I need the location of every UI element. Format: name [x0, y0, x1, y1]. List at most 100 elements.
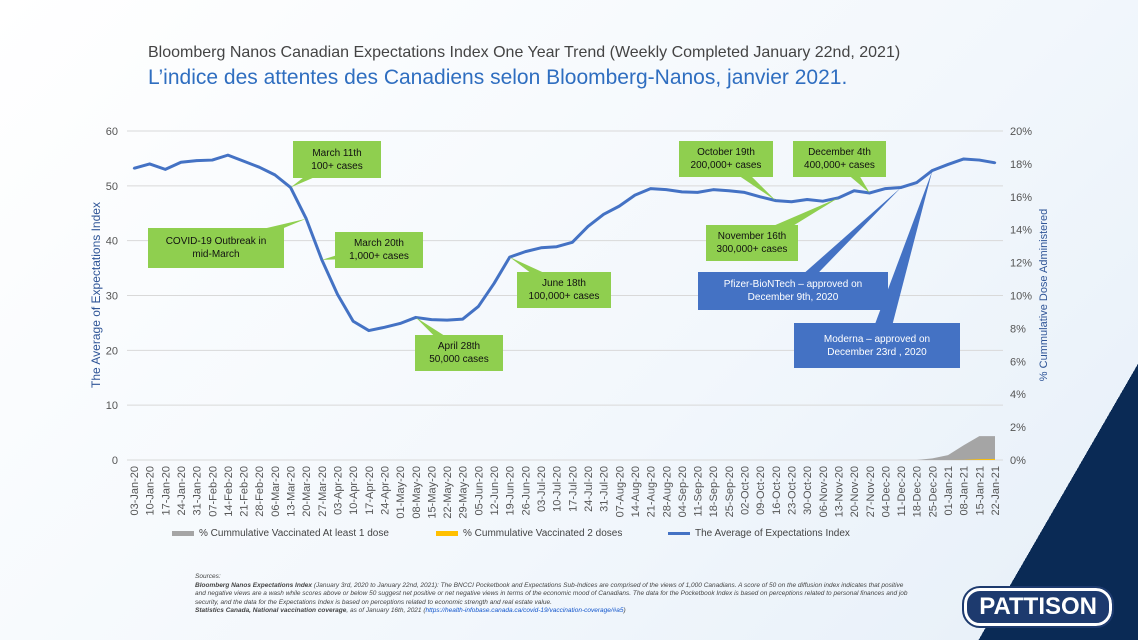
data-point	[508, 255, 511, 259]
annotation-line: 50,000 cases	[429, 354, 489, 365]
area-dose1	[134, 436, 995, 460]
x-tick-label: 10-Jan-20	[145, 466, 157, 516]
data-point	[148, 162, 151, 166]
annotation-line: 100,000+ cases	[528, 291, 600, 302]
data-point	[758, 195, 762, 198]
legend-label: % Cummulative Vaccinated At least 1 dose	[199, 528, 389, 539]
x-tick-label: 25-Dec-20	[927, 466, 939, 517]
data-point	[978, 158, 981, 162]
x-tick-label: 12-Jun-20	[489, 466, 501, 516]
x-tick-label: 24-Jan-20	[176, 466, 188, 516]
data-point	[367, 329, 371, 332]
data-point	[164, 168, 167, 171]
annotation-callout: June 18th 100,000+ cases	[517, 272, 611, 308]
callout-pointer	[867, 170, 933, 346]
data-point	[665, 188, 668, 191]
y-tick-label: 10	[106, 400, 118, 412]
annotation-text: December 4th 400,000+ cases	[804, 146, 875, 172]
x-tick-label: 19-Jun-20	[505, 466, 517, 516]
source-link[interactable]: https://health-infobase.canada.ca/covid-…	[425, 607, 624, 614]
source-2-title: Statistics Canada, National vaccination …	[195, 607, 347, 614]
annotation-callout: March 20th 1,000+ cases	[335, 232, 423, 268]
y-tick-label: 30	[106, 291, 118, 303]
data-point	[852, 189, 856, 192]
data-point	[946, 163, 950, 166]
data-point	[993, 161, 997, 165]
y-tick-label: 20	[106, 345, 118, 357]
legend-item-index: The Average of Expectations Index	[668, 528, 850, 539]
data-point	[821, 199, 824, 203]
data-point	[680, 190, 684, 194]
data-point	[211, 158, 214, 162]
x-tick-label: 10-Jul-20	[552, 466, 564, 512]
data-point	[524, 250, 527, 253]
callout-pointer	[509, 257, 564, 298]
x-tick-label: 06-Nov-20	[818, 466, 830, 517]
x-tick-label: 13-Nov-20	[833, 466, 845, 517]
annotation-text: November 16th 300,000+ cases	[717, 230, 788, 256]
y2-tick-label: 4%	[1010, 389, 1026, 401]
annotation-line: March 11th	[312, 147, 362, 159]
data-point	[586, 225, 590, 228]
x-tick-label: 24-Apr-20	[379, 466, 391, 515]
data-point	[132, 167, 136, 170]
data-point	[790, 200, 793, 203]
annotation-line: October 19th	[697, 147, 755, 158]
x-tick-label: 01-Jan-21	[943, 466, 955, 516]
annotation-line: December 4th	[808, 147, 871, 158]
annotation-line: 1,000+ cases	[349, 251, 409, 262]
y2-tick-label: 16%	[1010, 192, 1032, 204]
data-point	[461, 317, 464, 321]
x-tick-label: 31-Jul-20	[599, 466, 611, 512]
x-tick-label: 03-Apr-20	[333, 466, 345, 515]
annotation-text: Pfizer-BioNTech – approved on December 9t…	[724, 278, 862, 304]
data-point	[492, 282, 496, 285]
x-tick-label: 16-Oct-20	[771, 466, 783, 515]
data-point	[195, 159, 198, 162]
callout-pointer	[290, 151, 337, 188]
data-point	[962, 157, 965, 161]
annotation-callout: March 11th 100+ cases	[293, 141, 381, 178]
callout-pointer	[726, 151, 776, 201]
x-tick-label: 08-May-20	[411, 466, 423, 519]
data-point	[258, 165, 261, 169]
annotation-line: 100+ cases	[311, 160, 363, 172]
data-point	[289, 186, 292, 189]
x-tick-label: 23-Oct-20	[786, 466, 798, 515]
annotation-line: mid-March	[192, 249, 240, 260]
annotation-line: December 9th, 2020	[747, 292, 839, 303]
x-tick-label: 11-Dec-20	[896, 466, 908, 517]
annotation-line: June 18th	[542, 278, 586, 289]
annotation-line: April 28th	[437, 341, 481, 352]
data-point	[430, 318, 433, 321]
chart-subtitle: L’indice des attentes des Canadiens selo…	[148, 66, 848, 89]
y2-tick-label: 8%	[1010, 323, 1026, 335]
x-tick-label: 28-Aug-20	[661, 466, 673, 517]
x-tick-label: 01-May-20	[395, 466, 407, 519]
x-tick-label: 05-Jun-20	[473, 466, 485, 516]
x-tick-label: 14-Feb-20	[223, 466, 235, 517]
annotation-callout: Moderna – approved on December 23rd , 202…	[794, 323, 960, 368]
x-tick-label: 29-May-20	[458, 466, 470, 519]
sources-heading: Sources:	[195, 573, 221, 580]
data-point	[477, 305, 480, 308]
annotation-text: April 28th 50,000 cases	[429, 340, 489, 366]
chart-title: Bloomberg Nanos Canadian Expectations In…	[148, 44, 901, 61]
y2-tick-label: 12%	[1010, 258, 1032, 270]
x-tick-label: 21-Feb-20	[239, 466, 251, 517]
x-tick-label: 27-Nov-20	[865, 466, 877, 517]
x-tick-label: 04-Dec-20	[880, 466, 892, 517]
x-tick-label: 02-Oct-20	[740, 466, 752, 515]
data-point	[351, 320, 355, 323]
data-point	[226, 153, 230, 157]
source-1-title: Bloomberg Nanos Expectations Index	[195, 581, 313, 589]
annotation-callout: October 19th 200,000+ cases	[679, 141, 773, 177]
x-tick-label: 15-May-20	[426, 466, 438, 519]
x-tick-label: 03-Jul-20	[536, 466, 548, 512]
legend-swatch	[668, 532, 690, 535]
y2-tick-label: 10%	[1010, 291, 1032, 303]
y2-tick-label: 20%	[1010, 126, 1032, 138]
y-tick-label: 60	[106, 126, 118, 138]
data-point	[884, 187, 887, 190]
